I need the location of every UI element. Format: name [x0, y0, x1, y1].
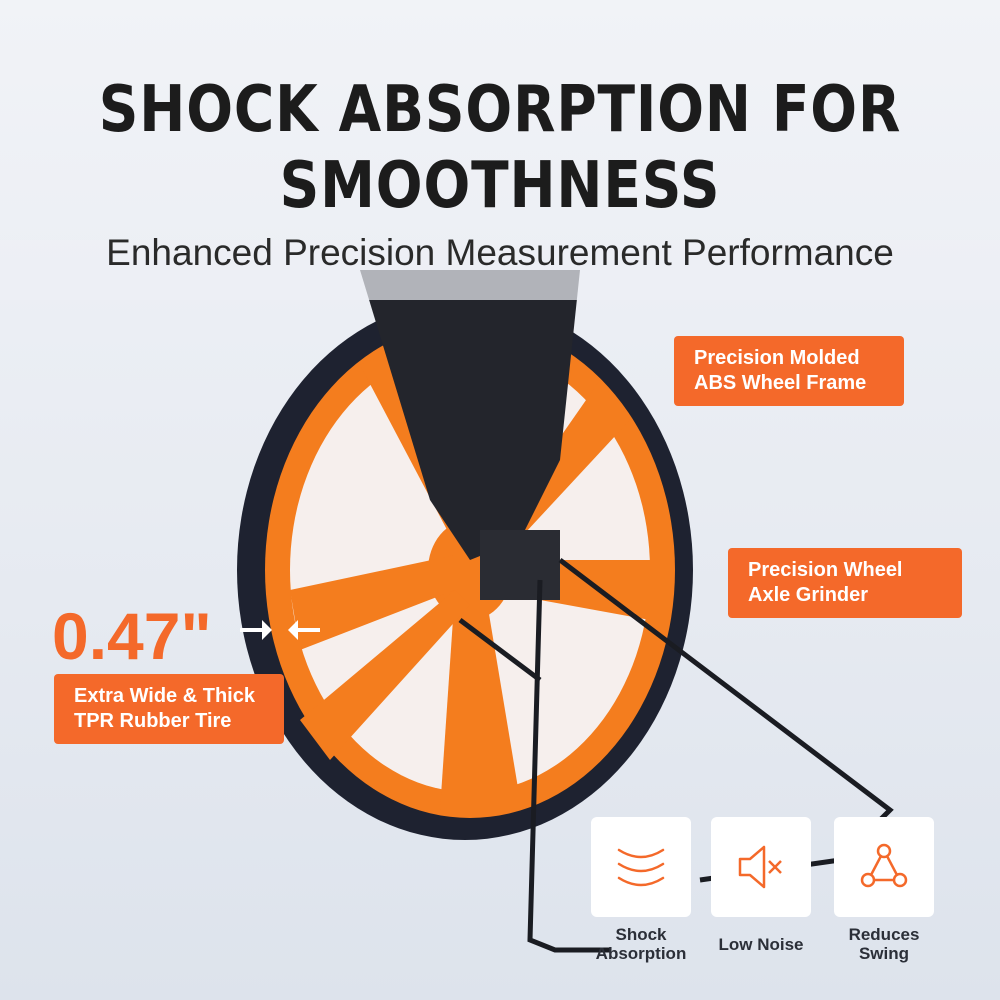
shock-waves-icon [617, 848, 665, 887]
feature-low-noise: Low Noise [711, 817, 811, 954]
callout-tire: Extra Wide & Thick TPR Rubber Tire [54, 674, 284, 744]
title-line-1: SHOCK ABSORPTION FOR [98, 73, 902, 147]
title-line-2: SMOOTHNESS [279, 149, 721, 223]
feature-label: Reduces Swing [848, 925, 920, 963]
handle-fork [360, 270, 580, 560]
feature-reduces-swing: Reduces Swing [834, 817, 934, 963]
triangle-nodes-icon [860, 843, 908, 888]
callout-frame: Precision Molded ABS Wheel Frame [674, 336, 904, 406]
subtitle: Enhanced Precision Measurement Performan… [106, 232, 894, 273]
tire-thickness: 0.47" [52, 599, 212, 673]
mute-speaker-icon [738, 845, 782, 889]
feature-label: Low Noise [718, 935, 804, 954]
axle-bracket [480, 530, 560, 600]
feature-label: Shock Absorption [595, 925, 687, 963]
callout-axle: Precision Wheel Axle Grinder [728, 548, 962, 618]
feature-shock-absorption: Shock Absorption [591, 817, 691, 963]
wheel-spokes [290, 340, 650, 810]
